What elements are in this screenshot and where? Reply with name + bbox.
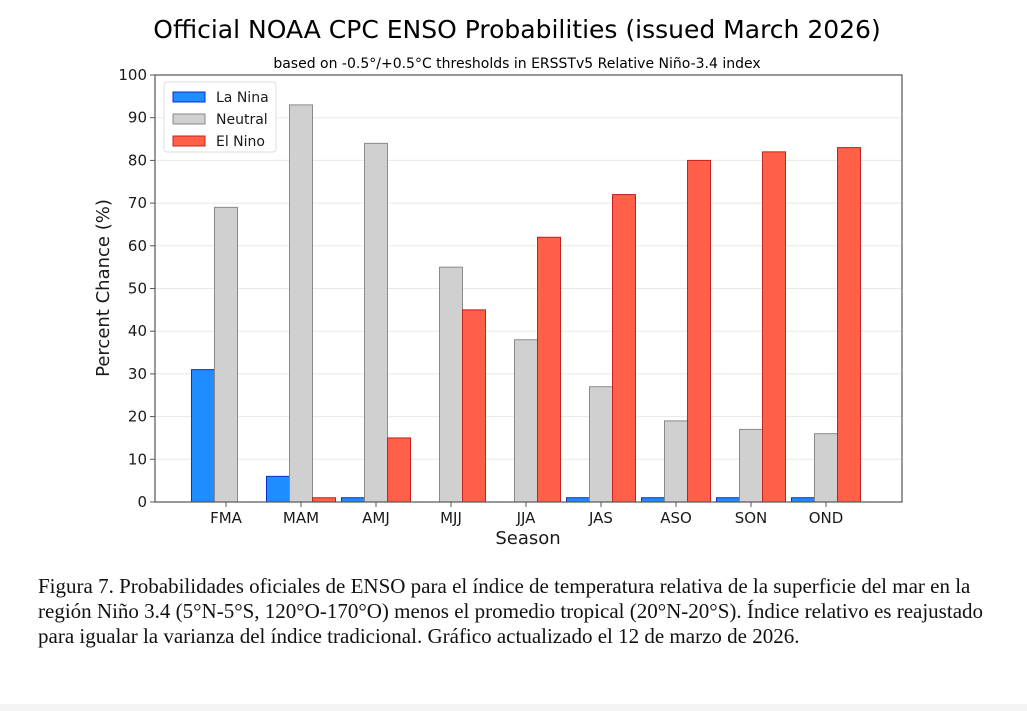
- y-tick-label: 20: [128, 408, 147, 426]
- legend-label: Neutral: [216, 112, 268, 128]
- legend-label: El Nino: [216, 134, 265, 150]
- bar-el-nino-jas: [612, 194, 636, 503]
- x-tick-label: OND: [809, 509, 844, 527]
- bar-neutral-amj: [364, 142, 388, 503]
- x-axis-ticks: FMA MAM AMJ MJJ JJA JAS ASO SON OND: [210, 502, 843, 527]
- bar-el-nino-ond: [837, 147, 861, 503]
- bar-neutral-ond: [814, 433, 838, 503]
- bar-neutral-son: [739, 428, 763, 503]
- chart-subtitle: based on -0.5°/+0.5°C thresholds in ERSS…: [273, 56, 760, 72]
- bar-el-nino-jja: [537, 236, 561, 503]
- bar-neutral-mam: [289, 104, 313, 503]
- y-tick-label: 0: [137, 493, 147, 511]
- x-tick-label: FMA: [210, 509, 243, 527]
- y-tick-label: 70: [128, 194, 147, 212]
- bar-el-nino-amj: [387, 437, 411, 503]
- y-tick-label: 40: [128, 322, 147, 340]
- chart-title: Official NOAA CPC ENSO Probabilities (is…: [153, 15, 880, 44]
- bar-neutral-jja: [514, 339, 538, 503]
- x-tick-label: JJA: [516, 509, 537, 527]
- legend-swatch-la-nina: [172, 91, 206, 103]
- bar-el-nino-mjj: [462, 309, 486, 503]
- y-tick-label: 30: [128, 365, 147, 383]
- gridlines: [155, 117, 902, 460]
- figure-caption: Figura 7. Probabilidades oficiales de EN…: [38, 574, 984, 648]
- x-tick-label: AMJ: [362, 509, 390, 527]
- y-axis-ticks: 0 10 20 30 40 50 60 70 80 90 100: [118, 66, 155, 511]
- x-tick-label: ASO: [660, 509, 692, 527]
- y-tick-label: 50: [128, 280, 147, 298]
- x-tick-label: SON: [735, 509, 768, 527]
- bar-el-nino-mam: [312, 497, 336, 503]
- x-axis-label: Season: [495, 528, 560, 549]
- bar-la-nina-amj: [341, 497, 365, 503]
- y-tick-label: 10: [128, 450, 147, 468]
- bar-la-nina-mam: [266, 475, 290, 503]
- y-tick-label: 80: [128, 151, 147, 169]
- bar-la-nina-fma: [191, 369, 215, 503]
- legend-swatch-neutral: [172, 113, 206, 125]
- x-tick-label: JAS: [588, 509, 613, 527]
- bar-el-nino-son: [762, 151, 786, 503]
- legend: La Nina Neutral El Nino: [163, 81, 277, 153]
- bar-neutral-aso: [664, 420, 688, 503]
- legend-swatch-el-nino: [172, 135, 206, 147]
- y-axis-label: Percent Chance (%): [93, 199, 114, 377]
- bar-la-nina-jas: [566, 497, 590, 503]
- bar-neutral-mjj: [439, 266, 463, 503]
- bar-el-nino-aso: [687, 159, 711, 503]
- bar-la-nina-aso: [641, 497, 665, 503]
- y-tick-label: 90: [128, 109, 147, 127]
- y-tick-label: 60: [128, 237, 147, 255]
- bar-neutral-fma: [214, 206, 238, 503]
- y-tick-label: 100: [118, 66, 147, 84]
- bar-la-nina-son: [716, 497, 740, 503]
- x-tick-label: MJJ: [440, 509, 462, 527]
- bar-la-nina-ond: [791, 497, 815, 503]
- bar-neutral-jas: [589, 386, 613, 503]
- bars: [191, 104, 861, 503]
- legend-label: La Nina: [216, 90, 269, 106]
- x-tick-label: MAM: [283, 509, 319, 527]
- bottom-strip: [0, 704, 1027, 711]
- enso-probability-chart: Official NOAA CPC ENSO Probabilities (is…: [93, 15, 903, 549]
